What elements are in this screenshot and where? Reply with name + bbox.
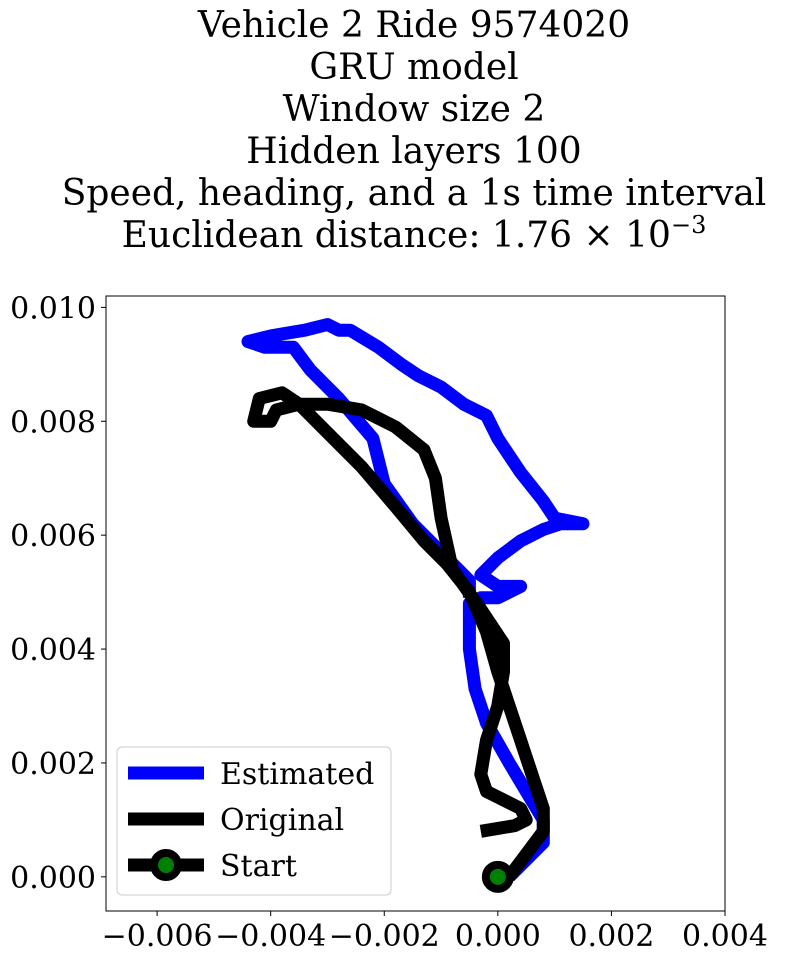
legend-label-estimated: Estimated [220,757,374,792]
x-tick-label: −0.006 [102,919,213,954]
x-tick-label: 0.004 [682,919,768,954]
y-tick-label: 0.000 [10,861,96,896]
y-tick-label: 0.006 [10,519,96,554]
legend-box [116,746,392,896]
series-original-line [247,386,550,881]
series-layer [241,318,590,893]
distance-exponent: −3 [671,211,706,239]
x-tick-label: −0.002 [329,919,440,954]
y-tick-label: 0.008 [10,405,96,440]
title-line: GRU model [309,47,518,88]
legend: Estimated Original Start [116,746,392,896]
title-line: Hidden layers 100 [246,131,581,172]
y-tick-label: 0.010 [10,291,96,326]
title-line: Window size 2 [283,89,546,130]
x-tick-label: −0.004 [215,919,326,954]
title-line: Vehicle 2 Ride 9574020 [197,5,630,46]
x-tick-label: 0.000 [455,919,541,954]
plot-area-frame [105,295,726,912]
x-axis: −0.006 −0.004 −0.002 0.000 0.002 0.004 [102,911,768,954]
distance-prefix: Euclidean distance: 1.76 × 10 [122,215,671,256]
legend-start-marker [150,849,182,881]
legend-label-original: Original [220,803,344,838]
y-tick-label: 0.002 [10,747,96,782]
y-axis: 0.000 0.002 0.004 0.006 0.008 0.010 [10,291,106,896]
x-tick-label: 0.002 [568,919,654,954]
start-marker [481,860,514,893]
title-line: Speed, heading, and a 1s time interval [62,173,767,214]
y-tick-label: 0.004 [10,633,96,668]
legend-label-start: Start [220,849,297,884]
series-estimated-line [241,318,590,882]
title-distance-line: Euclidean distance: 1.76 × 10−3 [122,211,707,256]
